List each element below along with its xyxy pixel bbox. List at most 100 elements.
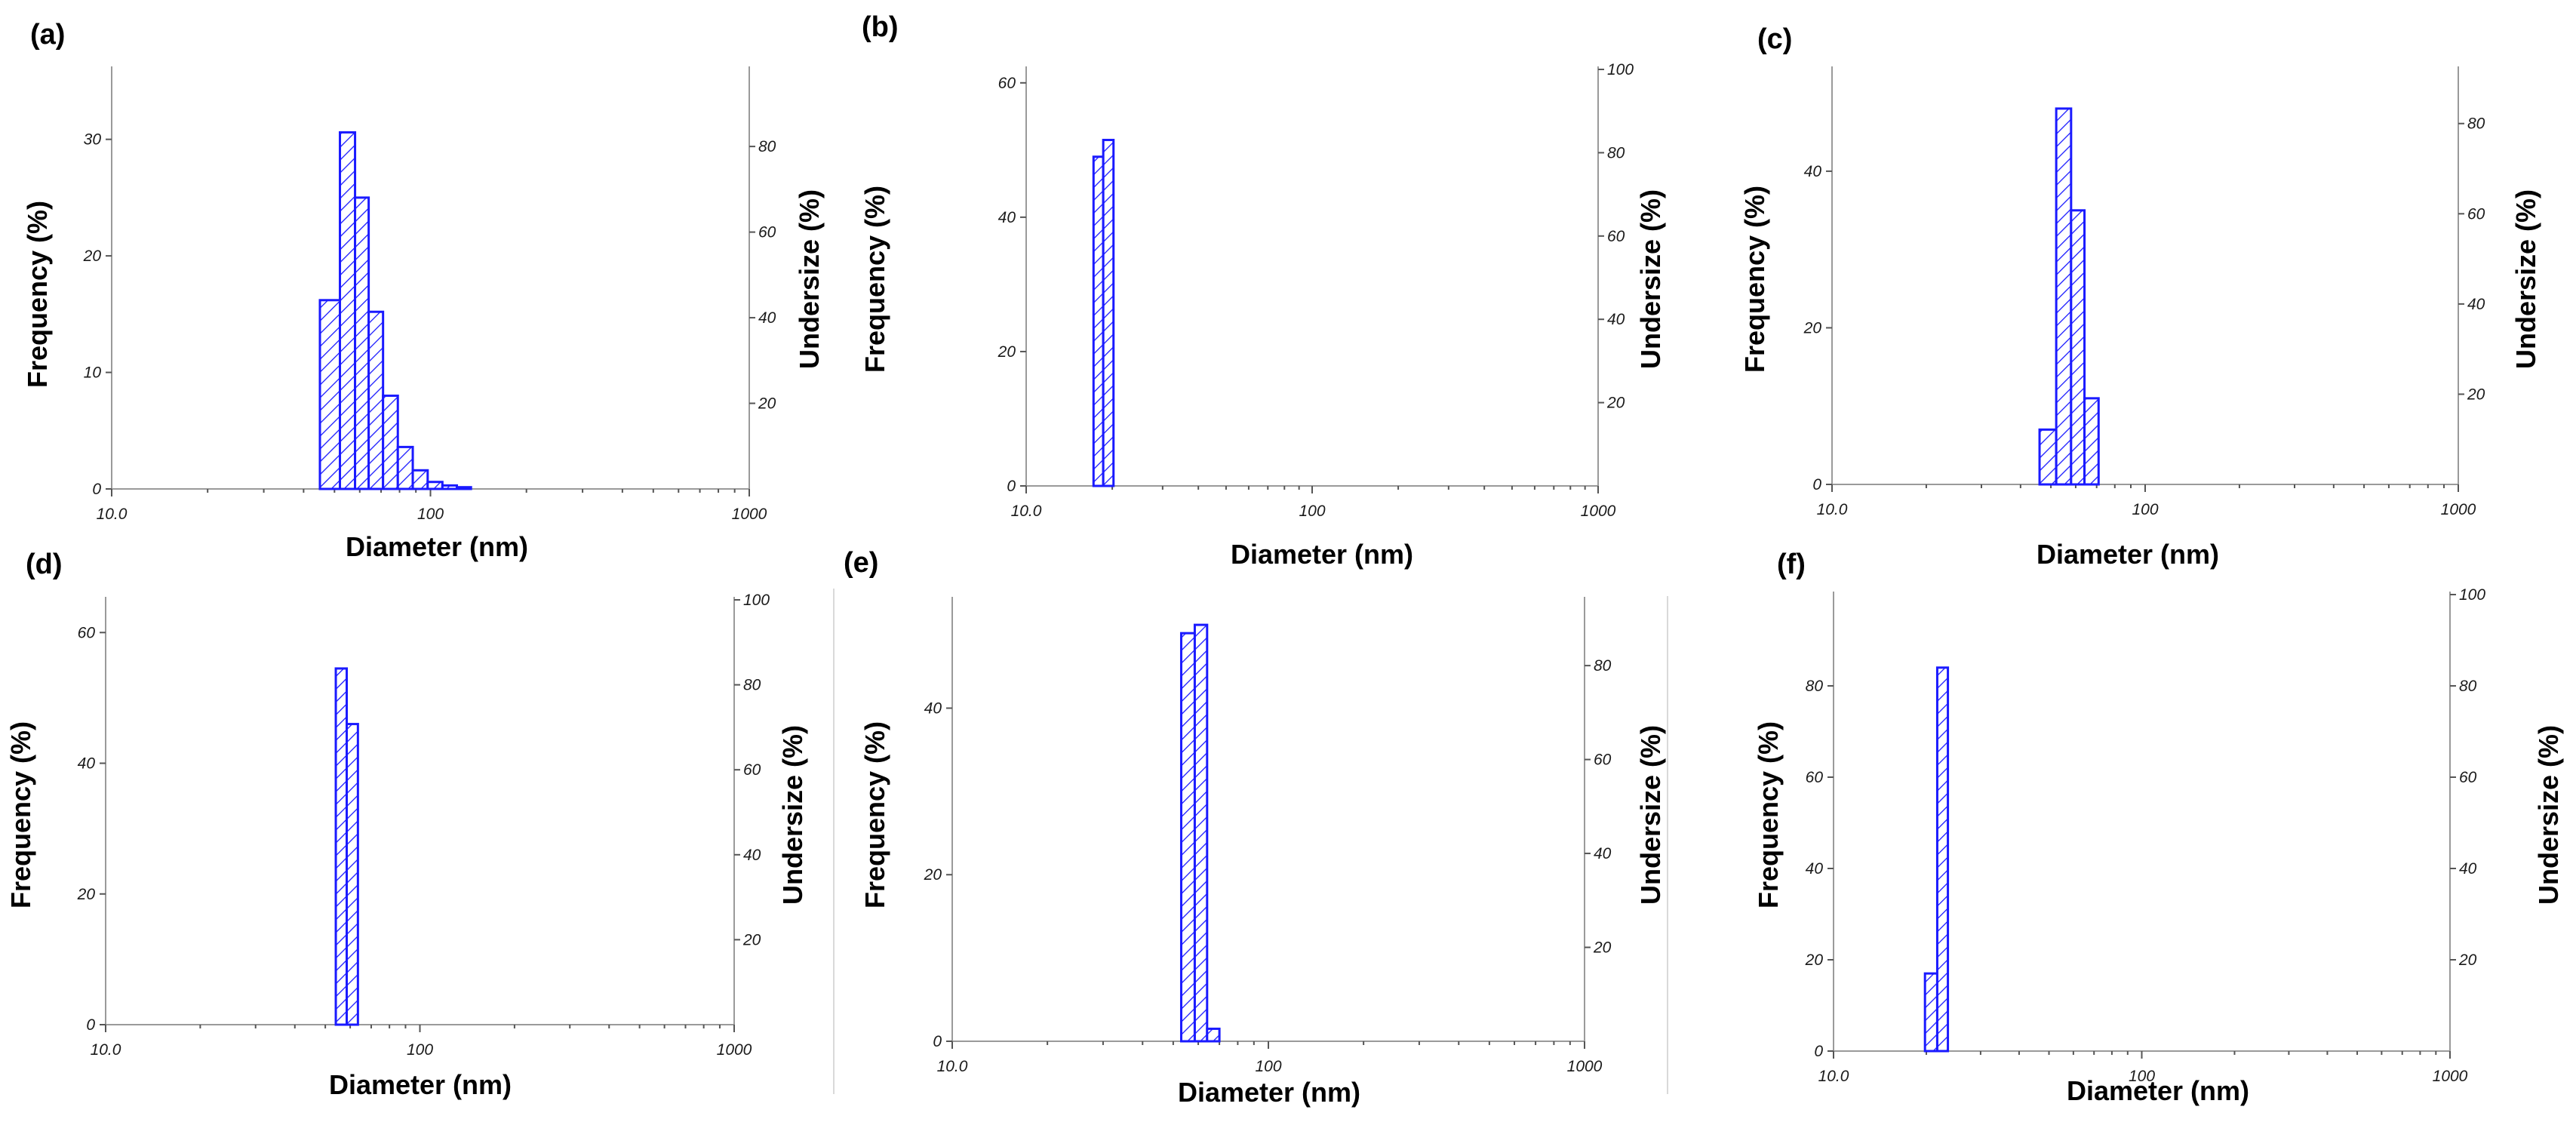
chart-panel: (c) 10.0 100 1000 0 20 40 20 40 60 80 Diameter (nm)…	[1739, 23, 2541, 570]
y2-tick-label: 60	[743, 761, 761, 779]
x-tick-label: 1000	[1581, 503, 1616, 520]
y-tick-label: 40	[924, 699, 942, 717]
y2-tick-label: 100	[1607, 61, 1634, 78]
y-axis-title-left: Frequency (%)	[859, 186, 890, 373]
x-axis-title: Diameter (nm)	[346, 531, 528, 562]
y-axis-title-left: Frequency (%)	[859, 721, 890, 908]
x-tick-label: 1000	[2433, 1068, 2468, 1085]
panel-label: (e)	[844, 547, 878, 579]
chart-panel: (e) 10.0 100 1000 0 20 40 20 40 60 80 Diameter (nm)…	[844, 547, 1666, 1108]
histogram-bar	[1923, 972, 1938, 1053]
x-tick-label: 100	[1299, 503, 1325, 520]
x-axis-title: Diameter (nm)	[329, 1069, 512, 1100]
y2-tick-label: 20	[742, 931, 761, 948]
y2-tick-label: 80	[758, 138, 776, 155]
histogram-bar	[1206, 1027, 1221, 1043]
panel-label: (a)	[30, 19, 65, 51]
panel-label: (b)	[862, 11, 899, 43]
histogram-bar	[426, 481, 444, 490]
y2-tick-label: 80	[2467, 115, 2485, 133]
y2-tick-label: 80	[743, 677, 761, 694]
y2-tick-label: 100	[2459, 586, 2485, 604]
x-tick-label: 1000	[2441, 501, 2476, 518]
y-axis-title-left: Frequency (%)	[22, 201, 53, 388]
histogram-bar	[1193, 623, 1209, 1043]
histogram-bar	[354, 196, 370, 490]
y2-tick-label: 80	[2459, 678, 2477, 695]
y2-tick-label: 20	[758, 395, 776, 413]
chart-panel: (f)10.0 100 100002040608020406080100Diamet…	[1753, 549, 2564, 1106]
histogram-bar	[339, 131, 357, 490]
y-tick-label: 60	[998, 75, 1016, 92]
x-tick-label: 1000	[1567, 1058, 1603, 1075]
y-axis-title-right: Undersize (%)	[2510, 189, 2541, 369]
histogram-bar	[382, 394, 399, 490]
y2-tick-label: 40	[2467, 296, 2485, 313]
x-tick-label: 10.0	[91, 1041, 121, 1059]
chart-panel: (a) 10.0 100 1000 0 10 20 30 20 40 60 80 Diameter (n…	[22, 19, 825, 562]
y-tick-label: 40	[78, 755, 96, 773]
panel-label: (d)	[26, 549, 63, 580]
y-tick-label: 0	[1007, 478, 1016, 495]
y-tick-label: 40	[1806, 860, 1824, 878]
histogram-bar	[318, 299, 342, 490]
y2-tick-label: 80	[1594, 657, 1612, 675]
panel-label: (f)	[1777, 549, 1806, 580]
x-tick-label: 100	[2132, 501, 2158, 518]
y-axis-title-right: Undersize (%)	[2533, 725, 2564, 905]
y2-tick-label: 20	[1593, 939, 1612, 957]
y2-tick-label: 20	[2458, 951, 2477, 969]
y2-tick-label: 40	[1607, 311, 1625, 328]
x-tick-label: 1000	[732, 506, 767, 523]
x-axis-title: Diameter (nm)	[2067, 1075, 2249, 1106]
x-tick-label: 1000	[717, 1041, 752, 1059]
x-axis-title: Diameter (nm)	[2037, 539, 2219, 570]
histogram-bar	[346, 723, 359, 1026]
y-axis-title-right: Undersize (%)	[1635, 725, 1666, 905]
y-tick-label: 20	[924, 866, 942, 884]
x-tick-label: 100	[407, 1041, 433, 1059]
histogram-bar	[334, 667, 349, 1026]
y2-tick-label: 40	[758, 309, 776, 327]
x-tick-label: 10.0	[97, 506, 128, 523]
y-axis-title-left: Frequency (%)	[5, 721, 36, 908]
y2-tick-label: 100	[743, 592, 770, 609]
histogram-bar	[2083, 397, 2100, 486]
chart-panel: (d) 10.0 100 1000 0 20 40 60 20 40 60 80 100 Diameter…	[5, 549, 808, 1100]
y-tick-label: 40	[998, 209, 1016, 226]
y2-tick-label: 60	[758, 224, 776, 241]
y-tick-label: 60	[78, 624, 96, 641]
histogram-bar	[441, 484, 458, 490]
x-tick-label: 10.0	[937, 1058, 968, 1075]
y2-tick-label: 60	[2467, 205, 2485, 223]
y-tick-label: 60	[1806, 769, 1824, 786]
y-tick-label: 40	[1804, 163, 1822, 180]
y-tick-label: 0	[933, 1033, 942, 1050]
x-tick-label: 100	[417, 506, 444, 523]
x-axis-title: Diameter (nm)	[1231, 539, 1413, 570]
y-axis-title-left: Frequency (%)	[1739, 186, 1770, 373]
chart-panel: (b) 10.0 100 1000 0 20 40 60 20 40 60 80 100 Diameter…	[859, 11, 1666, 570]
x-tick-label: 10.0	[1818, 1068, 1849, 1085]
histogram-bar	[396, 445, 414, 490]
y-axis-title-left: Frequency (%)	[1753, 721, 1784, 908]
y-tick-label: 20	[1805, 951, 1824, 969]
y-tick-label: 0	[92, 481, 101, 498]
histogram-bar	[455, 486, 472, 490]
histogram-bar	[2038, 428, 2058, 486]
x-axis-title: Diameter (nm)	[1178, 1077, 1360, 1108]
y2-tick-label: 40	[1594, 845, 1612, 862]
y2-tick-label: 60	[1594, 752, 1612, 769]
y-axis-title-right: Undersize (%)	[1635, 189, 1666, 369]
y-tick-label: 20	[1803, 319, 1822, 337]
y-tick-label: 30	[84, 131, 102, 149]
y-tick-label: 0	[86, 1016, 95, 1034]
y2-tick-label: 40	[743, 847, 761, 864]
x-tick-label: 10.0	[1011, 503, 1042, 520]
y2-tick-label: 60	[2459, 769, 2477, 786]
y-tick-label: 20	[998, 343, 1016, 361]
x-tick-label: 100	[2129, 1068, 2155, 1085]
y-tick-label: 10	[84, 364, 102, 382]
histogram-bar	[1092, 155, 1105, 487]
